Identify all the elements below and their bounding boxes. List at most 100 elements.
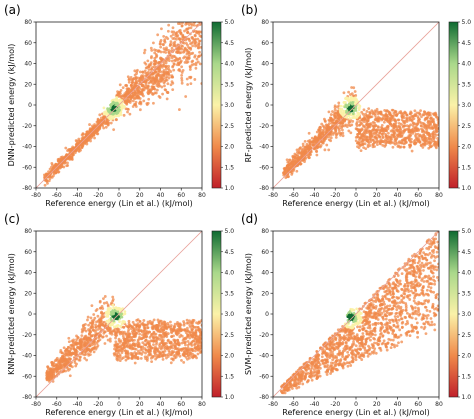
scatter-point — [376, 125, 380, 129]
scatter-point — [64, 146, 68, 150]
scatter-point — [144, 82, 148, 86]
scatter-point — [88, 123, 91, 126]
scatter-point — [75, 338, 78, 342]
colorbar-tick-label: 2.0 — [462, 144, 472, 151]
scatter-point — [101, 335, 105, 339]
scatter-point — [98, 338, 102, 342]
scatter-point — [352, 86, 356, 90]
scatter-point — [353, 90, 357, 93]
scatter-point — [156, 318, 160, 322]
scatter-point — [106, 304, 110, 308]
scatter-point — [111, 295, 115, 299]
scatter-point — [178, 108, 181, 111]
scatter-point — [396, 145, 400, 148]
scatter-point — [96, 314, 100, 318]
scatter-point — [169, 34, 173, 38]
scatter-point — [182, 320, 185, 323]
scatter-point — [295, 169, 299, 173]
scatter-point — [80, 334, 84, 337]
scatter-point — [169, 353, 173, 357]
scatter-point — [370, 109, 374, 113]
scatter-point — [177, 68, 181, 72]
scatter-point — [161, 70, 165, 74]
scatter-point — [361, 142, 365, 145]
scatter-point — [67, 336, 71, 340]
scatter-point — [190, 23, 194, 27]
scatter-point — [188, 336, 192, 340]
scatter-point — [91, 321, 95, 324]
scatter-point — [185, 318, 189, 322]
scatter-point — [167, 68, 171, 72]
scatter-point — [350, 86, 353, 89]
scatter-point — [47, 179, 51, 183]
scatter-point — [186, 43, 189, 47]
scatter-point — [305, 142, 309, 146]
scatter-point — [167, 76, 171, 80]
scatter-point — [180, 81, 184, 85]
scatter-point — [165, 356, 168, 360]
scatter-point — [373, 118, 377, 122]
scatter-point — [126, 110, 129, 114]
scatter-point — [138, 332, 141, 336]
y-tick-label: 80 — [24, 19, 32, 26]
scatter-point — [109, 106, 112, 110]
scatter-point — [412, 140, 416, 143]
scatter-point — [196, 46, 200, 50]
scatter-point — [78, 147, 82, 151]
x-tick-label: -60 — [52, 192, 62, 199]
scatter-point — [153, 62, 156, 66]
scatter-point — [154, 345, 157, 349]
scatter-point — [186, 333, 189, 337]
scatter-point — [186, 339, 190, 343]
scatter-point — [101, 307, 105, 310]
scatter-point — [152, 318, 156, 322]
scatter-point — [322, 130, 326, 133]
scatter-point — [400, 118, 404, 122]
diagonal-reference-line — [36, 22, 202, 188]
scatter-point — [365, 110, 369, 113]
y-tick-label: -40 — [22, 144, 32, 151]
scatter-point — [122, 325, 126, 329]
scatter-point — [111, 303, 115, 307]
scatter-point — [165, 67, 168, 71]
scatter-point — [143, 347, 147, 350]
x-tick-label: -20 — [93, 192, 103, 199]
scatter-point — [77, 137, 81, 141]
scatter-point — [164, 76, 168, 80]
scatter-point — [327, 110, 331, 114]
scatter-point — [382, 120, 386, 124]
scatter-point — [161, 350, 165, 354]
scatter-point — [143, 48, 147, 52]
scatter-point — [405, 116, 409, 120]
scatter-point — [126, 75, 130, 79]
scatter-point — [124, 354, 128, 358]
scatter-point — [116, 317, 119, 320]
scatter-point — [408, 118, 411, 122]
scatter-point — [124, 332, 128, 336]
scatter-point — [132, 323, 136, 326]
scatter-point — [175, 63, 179, 67]
scatter-point — [160, 321, 164, 325]
scatter-point — [327, 122, 331, 125]
scatter-point — [195, 31, 198, 35]
scatter-point — [419, 109, 422, 113]
scatter-point — [78, 352, 82, 356]
scatter-point — [155, 88, 159, 92]
scatter-point — [426, 121, 430, 124]
scatter-point — [387, 131, 390, 135]
scatter-point — [198, 50, 201, 54]
scatter-point — [174, 50, 178, 54]
y-tick-label: 60 — [261, 40, 269, 47]
scatter-point — [96, 132, 100, 136]
scatter-point — [182, 50, 185, 54]
scatter-point — [88, 328, 92, 332]
scatter-point — [189, 82, 193, 85]
scatter-point — [194, 66, 198, 70]
scatter-point — [93, 345, 97, 349]
scatter-point — [160, 27, 163, 31]
scatter-point — [384, 138, 387, 142]
x-tick-label: -60 — [289, 192, 299, 199]
scatter-point — [117, 99, 121, 103]
scatter-point — [178, 335, 182, 339]
